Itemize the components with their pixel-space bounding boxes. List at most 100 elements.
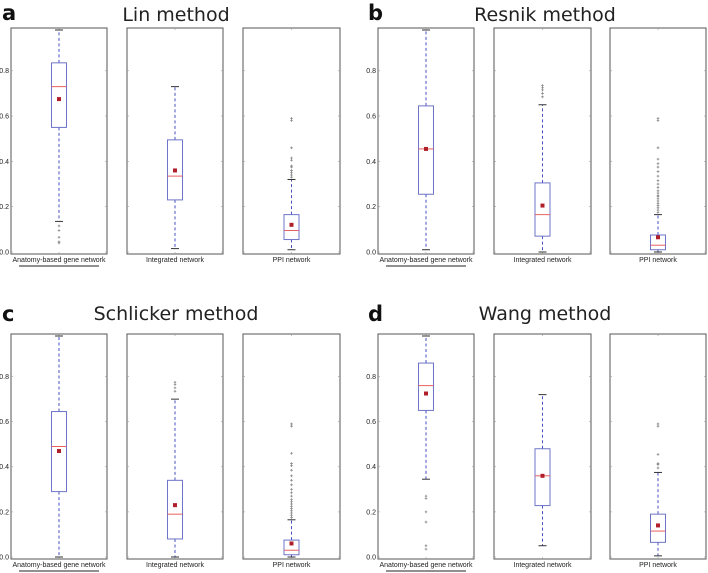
y-tick-label: 0.0 bbox=[366, 554, 376, 561]
category-label: PPI network bbox=[273, 257, 311, 264]
iqr-box bbox=[283, 539, 300, 556]
outlier-point bbox=[656, 189, 660, 193]
outlier-point bbox=[656, 174, 660, 178]
outlier-point bbox=[656, 182, 660, 186]
outlier-point bbox=[290, 462, 293, 465]
y-tick-label: 0.4 bbox=[0, 464, 9, 471]
outlier-point bbox=[656, 204, 660, 207]
outlier-point bbox=[541, 95, 544, 99]
category-label: Integrated network bbox=[514, 257, 572, 264]
subplot-anatomy-based-gene-network: 0.0 0.2 0.4 0.6 0.8 Anatomy-based gene networ… bbox=[0, 27, 108, 267]
category-label: Anatomy-based gene network bbox=[380, 257, 473, 264]
panel-title: Wang method bbox=[479, 303, 612, 325]
iqr-box bbox=[534, 182, 551, 237]
y-tick-label: 0.6 bbox=[0, 419, 9, 426]
subplot-ppi-network: PPI network bbox=[242, 333, 341, 569]
panel-a: a Lin method 0.0 0.2 0.4 0.6 0.8 Anatomy-based … bbox=[0, 1, 341, 267]
category-label: Anatomy-based gene network bbox=[13, 257, 106, 264]
outlier-point bbox=[290, 451, 293, 455]
mean-marker bbox=[57, 449, 61, 454]
panel-letter: b bbox=[368, 1, 383, 25]
outlier-point bbox=[173, 383, 177, 386]
subplot-integrated-network: Integrated network bbox=[493, 333, 592, 569]
y-tick-label: 0.2 bbox=[366, 204, 376, 211]
outlier-point bbox=[424, 544, 428, 548]
outlier-point bbox=[290, 474, 293, 478]
outlier-point bbox=[424, 547, 428, 551]
panel-title: Schlicker method bbox=[94, 303, 259, 325]
panel-letter: d bbox=[368, 302, 383, 326]
outlier-point bbox=[424, 497, 428, 500]
y-tick-label: 0.6 bbox=[0, 113, 9, 120]
outlier-point bbox=[290, 169, 293, 172]
outlier-point bbox=[57, 224, 61, 228]
outlier-point bbox=[656, 462, 660, 465]
y-tick-label: 0.8 bbox=[0, 68, 9, 75]
y-tick-label: 0.4 bbox=[366, 159, 376, 166]
outlier-point bbox=[656, 206, 660, 210]
category-label: PPI network bbox=[639, 257, 677, 264]
subplot-integrated-network: Integrated network bbox=[126, 333, 224, 569]
outlier-point bbox=[424, 510, 428, 514]
mean-marker bbox=[540, 473, 545, 478]
y-tick-label: 0.8 bbox=[366, 68, 376, 75]
outlier-point bbox=[656, 197, 660, 201]
mean-marker bbox=[289, 222, 294, 227]
outlier-point bbox=[290, 119, 293, 122]
panel-d: d Wang method 0.0 0.2 0.4 0.6 0.8 Anatomy-based… bbox=[366, 302, 707, 572]
outlier-point bbox=[656, 186, 660, 189]
outlier-point bbox=[57, 235, 61, 239]
panel-b: b Resnik method 0.0 0.2 0.4 0.6 0.8 Anatomy-bas… bbox=[366, 1, 707, 267]
outlier-point bbox=[290, 164, 293, 168]
outlier-point bbox=[656, 211, 660, 214]
outlier-point bbox=[173, 389, 177, 393]
outlier-point bbox=[290, 494, 293, 498]
outlier-point bbox=[656, 201, 660, 205]
outlier-point bbox=[656, 117, 660, 120]
outlier-point bbox=[656, 424, 660, 428]
outlier-point bbox=[290, 502, 293, 506]
mean-marker bbox=[656, 235, 660, 240]
outlier-point bbox=[290, 171, 293, 175]
iqr-box bbox=[167, 479, 183, 540]
outlier-point bbox=[541, 92, 544, 95]
outlier-point bbox=[656, 162, 660, 165]
outlier-point bbox=[656, 157, 660, 161]
category-label: Integrated network bbox=[146, 257, 204, 264]
outlier-point bbox=[656, 208, 660, 212]
iqr-box bbox=[650, 513, 666, 543]
outlier-point bbox=[290, 117, 293, 120]
outlier-point bbox=[290, 500, 293, 504]
outlier-point bbox=[290, 513, 293, 517]
y-tick-label: 0.0 bbox=[366, 249, 376, 256]
outlier-point bbox=[290, 464, 293, 467]
outlier-point bbox=[290, 498, 293, 501]
outlier-point bbox=[290, 483, 293, 487]
iqr-box bbox=[418, 362, 434, 411]
mean-marker bbox=[173, 168, 177, 173]
panel-letter: c bbox=[2, 302, 14, 326]
outlier-point bbox=[173, 386, 177, 390]
outlier-point bbox=[290, 175, 293, 179]
outlier-point bbox=[290, 491, 293, 495]
category-label: Anatomy-based gene network bbox=[380, 562, 473, 569]
outlier-point bbox=[541, 88, 544, 92]
y-tick-label: 0.8 bbox=[0, 374, 9, 381]
outlier-point bbox=[57, 241, 61, 245]
iqr-box bbox=[283, 214, 300, 241]
subplot-ppi-network: PPI network bbox=[242, 27, 341, 264]
outlier-point bbox=[656, 170, 660, 173]
outlier-point bbox=[656, 453, 660, 456]
panel-letter: a bbox=[2, 1, 16, 25]
mean-marker bbox=[424, 391, 428, 396]
outlier-point bbox=[656, 199, 660, 203]
y-tick-label: 0.4 bbox=[366, 464, 376, 471]
y-tick-label: 0.6 bbox=[366, 113, 376, 120]
outlier-point bbox=[290, 479, 293, 482]
outlier-point bbox=[290, 173, 293, 177]
outlier-point bbox=[656, 191, 660, 195]
subplot-anatomy-based-gene-network: 0.0 0.2 0.4 0.6 0.8 Anatomy-based gene networ… bbox=[366, 27, 475, 267]
category-label: PPI network bbox=[273, 562, 311, 569]
iqr-box bbox=[650, 234, 666, 251]
outlier-point bbox=[656, 466, 660, 470]
